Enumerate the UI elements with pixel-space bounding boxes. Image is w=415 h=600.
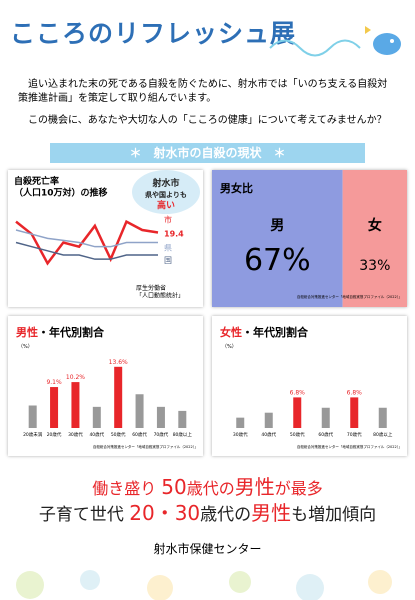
category: 女: [368, 217, 382, 234]
x-label: 20歳未満: [23, 431, 43, 438]
intro: 追い込まれた末の死である自殺を防ぐために、射水市では「いのち支える自殺対策推進計…: [18, 79, 388, 104]
text: 厚生労働省: [136, 284, 166, 292]
legend-label: 市: [164, 215, 172, 225]
source: 自殺総合対策推進センター「地域自殺実態プロファイル（2022）」: [297, 294, 402, 299]
summary-text: 50: [161, 475, 187, 499]
ratio-panel: 男 67% 女 33% 男女比自殺総合対策推進センター「地域自殺実態プロファイル（202…: [212, 170, 407, 307]
value-label: 33%: [359, 258, 390, 274]
x-label: 70歳代: [347, 431, 362, 438]
value-label: 6.8%: [347, 389, 363, 396]
summary-text: 男性: [234, 475, 275, 499]
section-title: ＊ 射水市の自殺の現状 ＊: [50, 143, 365, 163]
line-series: [15, 229, 158, 248]
text: 「人口動態統計」: [136, 292, 184, 300]
line-panel: 自殺死亡率 （人口10万対）の推移市 19.4 県国 射水市 県や国よりも 高い厚生労働省「…: [8, 170, 203, 307]
value-label: 10.2%: [66, 374, 85, 381]
x-label: 50歳代: [290, 431, 305, 438]
callout: 県や国よりも: [145, 190, 187, 199]
legend-label: 国: [164, 256, 172, 265]
bar-chart: 女性・年代別割合 （%） 30歳代 40歳代 50歳代 6.8% 60歳代 70歳代 6.8% 8…: [220, 325, 402, 449]
org: 射水市保健センター: [153, 542, 262, 556]
x-label: 60歳代: [318, 431, 333, 438]
x-label: 30歳代: [68, 431, 83, 438]
bar: [71, 382, 80, 428]
bar: [293, 397, 302, 428]
summary-text: 20・30: [129, 501, 201, 525]
x-label: 80歳以上: [373, 431, 393, 438]
bar: [156, 406, 165, 428]
ratio-area: [342, 170, 407, 307]
text: 自殺死亡率: [14, 175, 59, 187]
x-label: 40歳代: [89, 431, 104, 438]
bar: [378, 407, 387, 428]
summary-line: 子育て世代 20・30歳代の男性も増加傾向: [0, 501, 415, 527]
bar: [178, 410, 187, 428]
summary-text: 働き盛り: [92, 479, 162, 498]
intro: この機会に、あなたや大切な人の「こころの健康」について考えてみませんか？: [28, 115, 387, 126]
unit: （%）: [222, 344, 237, 350]
bar: [321, 407, 330, 428]
summary-text: も増加傾向: [291, 505, 377, 525]
bar: [50, 387, 59, 428]
category: 男: [270, 218, 284, 234]
decoration: [269, 26, 401, 57]
summary-text: 歳代の: [186, 479, 235, 498]
summary-text: 子育て世代: [38, 505, 130, 525]
value-label: 6.8%: [290, 389, 306, 396]
unit: （%）: [18, 344, 33, 350]
footer-decoration: [16, 570, 392, 600]
bar-panel: 男性・年代別割合 （%） 20歳未満 20歳代 9.1% 30歳代 10.2% 40歳代 50歳…: [8, 316, 203, 456]
bar: [114, 366, 123, 428]
source: 自殺総合対策推進センター「地域自殺実態プロファイル（2022）」: [93, 444, 198, 449]
ratio-chart: 男 67% 女 33% 男女比自殺総合対策推進センター「地域自殺実態プロファイル（202…: [212, 170, 407, 307]
ratio-area: [212, 170, 343, 307]
bar-chart: 男性・年代別割合 （%） 20歳未満 20歳代 9.1% 30歳代 10.2% 40歳代 50歳…: [16, 325, 198, 449]
legend-label: 県: [164, 244, 172, 253]
bar: [236, 417, 245, 428]
bar: [350, 397, 359, 428]
bar: [28, 405, 37, 428]
bar-panel: 女性・年代別割合 （%） 30歳代 40歳代 50歳代 6.8% 60歳代 70歳代 6.8% 8…: [212, 316, 407, 456]
x-label: 20歳代: [47, 431, 62, 438]
callout: 高い: [157, 199, 175, 211]
x-label: 70歳代: [154, 431, 169, 438]
x-label: 30歳代: [233, 431, 248, 438]
bar: [135, 394, 144, 428]
summary: 働き盛り 50歳代の男性が最多 子育て世代 20・30歳代の男性も増加傾向: [0, 475, 415, 527]
summary-line: 働き盛り 50歳代の男性が最多: [0, 475, 415, 501]
value-label: 9.1%: [46, 379, 62, 386]
subtitle: 男女比: [220, 181, 253, 195]
bar: [92, 406, 101, 428]
x-label: 40歳代: [261, 431, 276, 438]
value-label: 19.4: [164, 230, 184, 239]
x-label: 50歳代: [111, 431, 126, 438]
summary-text: が最多: [274, 479, 323, 498]
summary-text: 男性: [251, 501, 292, 525]
summary-text: 歳代の: [200, 505, 252, 525]
title: こころのリフレッシュ展: [10, 19, 297, 48]
source: 自殺総合対策推進センター「地域自殺実態プロファイル（2022）」: [297, 444, 402, 449]
callout: 射水市: [151, 177, 179, 189]
subtitle: 女性・年代別割合: [220, 325, 309, 339]
text: （人口10万対）の推移: [14, 186, 108, 198]
x-label: 60歳代: [132, 431, 147, 438]
callout-bg: [132, 170, 200, 214]
value-label: 67%: [244, 243, 311, 278]
x-label: 80歳以上: [173, 431, 193, 438]
line-series: [15, 241, 158, 260]
value-label: 13.6%: [109, 359, 128, 366]
bar: [264, 412, 273, 428]
subtitle: 男性・年代別割合: [16, 325, 105, 339]
